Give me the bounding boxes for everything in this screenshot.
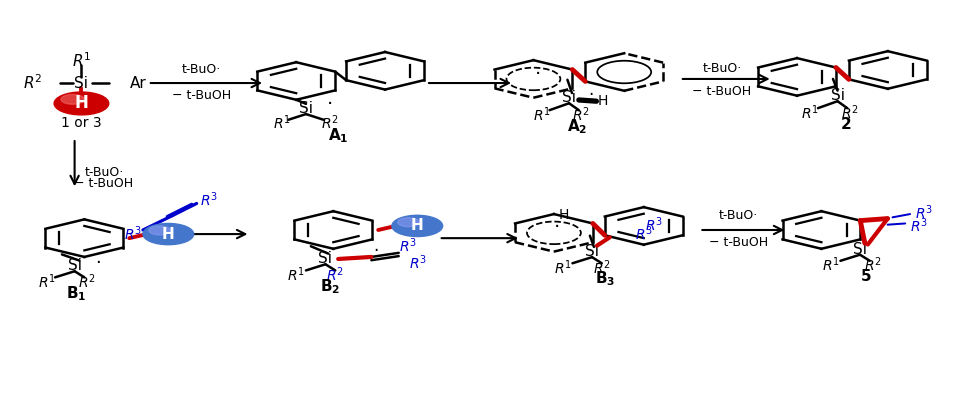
Circle shape [143, 224, 194, 245]
Text: $R^2$: $R^2$ [326, 265, 344, 284]
Text: ·: · [95, 254, 101, 272]
Text: ·: · [554, 219, 559, 238]
Text: Si: Si [67, 259, 81, 273]
Circle shape [397, 218, 419, 227]
Text: − t-BuOH: − t-BuOH [172, 89, 231, 102]
Text: $R^3$: $R^3$ [200, 190, 218, 209]
Text: $\mathbf{2}$: $\mathbf{2}$ [839, 115, 851, 132]
Text: $R^1$: $R^1$ [532, 105, 550, 124]
Text: H: H [74, 95, 88, 113]
Text: H: H [598, 94, 607, 108]
Text: − t-BuOH: − t-BuOH [708, 236, 767, 249]
Text: ·: · [535, 65, 541, 84]
Text: $\mathbf{B_2}$: $\mathbf{B_2}$ [320, 277, 340, 296]
Text: t-BuO·: t-BuO· [182, 63, 221, 76]
Text: $R^1$: $R^1$ [554, 258, 571, 277]
Text: ·: · [374, 242, 378, 260]
Text: $\mathbf{A_2}$: $\mathbf{A_2}$ [566, 117, 587, 136]
Text: t-BuO·: t-BuO· [718, 209, 757, 222]
Text: H: H [161, 226, 174, 242]
Text: $R^2$: $R^2$ [840, 103, 859, 122]
Text: Si: Si [561, 90, 575, 106]
Text: $R^1$: $R^1$ [821, 256, 839, 274]
Text: $\mathbf{A_1}$: $\mathbf{A_1}$ [328, 126, 348, 145]
Text: Ar: Ar [130, 76, 147, 90]
Text: Si: Si [852, 242, 867, 257]
Text: t-BuO·: t-BuO· [84, 166, 123, 179]
Circle shape [61, 95, 84, 104]
Text: Si: Si [585, 244, 599, 259]
Text: ·: · [588, 85, 593, 104]
Circle shape [149, 226, 170, 235]
Text: H: H [411, 218, 423, 233]
Text: $R^3$: $R^3$ [124, 225, 142, 243]
Text: $R^2$: $R^2$ [321, 114, 339, 132]
Text: $R^2$: $R^2$ [863, 256, 880, 274]
Text: $R^2$: $R^2$ [571, 105, 589, 124]
Text: $R^2$: $R^2$ [593, 258, 610, 277]
Text: $R^1$: $R^1$ [273, 114, 290, 132]
Text: − t-BuOH: − t-BuOH [74, 177, 133, 189]
Text: Si: Si [829, 88, 844, 104]
Text: 1 or 3: 1 or 3 [61, 116, 102, 130]
Circle shape [54, 92, 109, 115]
Text: $\mathbf{5}$: $\mathbf{5}$ [859, 268, 870, 284]
Text: ·: · [327, 95, 333, 114]
Text: Si: Si [74, 76, 88, 90]
Text: $R^3$: $R^3$ [645, 216, 662, 234]
Text: $\mathbf{B_3}$: $\mathbf{B_3}$ [594, 269, 614, 288]
Text: Si: Si [298, 101, 313, 116]
Text: $R^2$: $R^2$ [78, 272, 96, 291]
Text: $R^1$: $R^1$ [38, 272, 56, 291]
Text: $R^3$: $R^3$ [635, 224, 652, 242]
Text: t-BuO·: t-BuO· [701, 62, 740, 75]
Text: $R^3$: $R^3$ [909, 216, 927, 235]
Text: $R^1$: $R^1$ [800, 103, 819, 122]
Text: $R^2$: $R^2$ [22, 74, 42, 92]
Text: − t-BuOH: − t-BuOH [691, 85, 751, 98]
Text: H: H [557, 208, 568, 222]
Text: $R^1$: $R^1$ [287, 265, 305, 284]
Circle shape [391, 215, 442, 236]
Text: $R^3$: $R^3$ [913, 203, 932, 222]
Text: $R^3$: $R^3$ [399, 236, 417, 255]
Text: $R^3$: $R^3$ [409, 254, 426, 272]
Text: $\mathbf{B_1}$: $\mathbf{B_1}$ [67, 284, 87, 303]
Text: Si: Si [318, 252, 333, 266]
Text: $R^1$: $R^1$ [71, 51, 91, 70]
